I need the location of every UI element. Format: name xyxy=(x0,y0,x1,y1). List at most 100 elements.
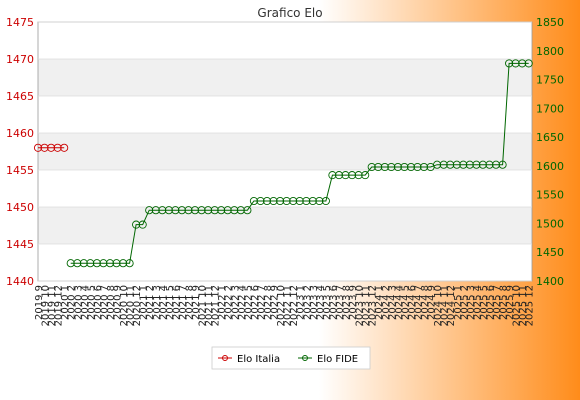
data-point-fide xyxy=(66,259,75,268)
data-point-fide xyxy=(413,162,422,172)
x-tick-label: 2024 10 xyxy=(433,285,444,326)
x-tick-label: 2025 10 xyxy=(512,285,523,326)
x-tick-label: 2021 8 xyxy=(184,285,195,320)
left-tick-label: 1445 xyxy=(6,238,34,251)
data-point-fide xyxy=(151,206,160,215)
x-tick-label: 2021 4 xyxy=(158,285,169,320)
data-point-fide xyxy=(177,206,186,215)
data-point-fide xyxy=(243,206,252,215)
x-tick-label: 2023 2 xyxy=(302,285,313,320)
data-point-fide xyxy=(439,160,448,169)
x-tick-label: 2019 11 xyxy=(47,285,58,326)
x-tick-label: 2020 6 xyxy=(93,285,104,320)
x-tick-label: 2025 5 xyxy=(479,285,490,320)
right-tick-label: 1800 xyxy=(536,45,564,58)
x-tick-label: 2022 5 xyxy=(243,285,254,320)
data-point-fide xyxy=(400,162,409,172)
x-tick-label: 2023 6 xyxy=(328,285,339,320)
data-point-fide xyxy=(158,206,167,215)
data-point-fide xyxy=(328,171,337,180)
x-tick-label: 2022 1 xyxy=(217,285,228,320)
data-point-fide xyxy=(262,196,272,206)
x-tick-label: 2025 3 xyxy=(466,285,477,320)
data-point-fide xyxy=(505,59,514,68)
data-point-fide xyxy=(92,259,101,268)
x-tick-label: 2024 7 xyxy=(413,285,424,320)
data-point-fide xyxy=(217,206,226,215)
data-point-fide xyxy=(472,160,481,169)
x-tick-label: 2023 1 xyxy=(296,285,307,320)
x-tick-label: 2022 11 xyxy=(283,285,294,326)
data-point-fide xyxy=(498,160,507,169)
plot-area xyxy=(37,21,533,282)
data-point-fide xyxy=(236,206,245,215)
x-tick-label: 2023 8 xyxy=(342,285,353,320)
data-point-fide xyxy=(269,196,278,206)
x-tick-label: 2019 10 xyxy=(41,285,52,326)
data-point-fide xyxy=(361,171,370,180)
data-point-fide xyxy=(295,196,304,206)
data-point-fide xyxy=(433,160,442,169)
data-point-fide xyxy=(197,206,206,215)
data-point-fide xyxy=(459,160,468,169)
x-tick-label: 2025 11 xyxy=(518,285,529,326)
gridlines xyxy=(38,21,532,282)
right-tick-label: 1600 xyxy=(536,160,564,173)
data-point-fide xyxy=(452,160,461,169)
data-point-fide xyxy=(256,196,265,206)
data-point-italia xyxy=(40,143,49,152)
data-point-fide xyxy=(249,196,258,206)
data-point-italia xyxy=(60,143,69,152)
x-tick-label: 2024 8 xyxy=(420,285,431,320)
data-point-fide xyxy=(321,196,330,206)
x-tick-label: 2024 1 xyxy=(374,285,385,320)
x-tick-label: 2020 9 xyxy=(113,285,124,320)
x-tick-label: 2022 10 xyxy=(276,285,287,326)
x-tick-label: 2020 12 xyxy=(132,285,143,326)
data-point-fide xyxy=(204,206,213,215)
data-point-fide xyxy=(210,206,219,215)
x-tick-label: 2024 12 xyxy=(446,285,457,326)
plot-band xyxy=(38,133,532,170)
data-point-fide xyxy=(105,259,115,268)
x-tick-label: 2021 12 xyxy=(211,285,222,326)
left-tick-label: 1460 xyxy=(6,127,34,140)
x-tick-label: 2022 2 xyxy=(224,285,235,320)
right-tick-label: 1400 xyxy=(536,275,564,288)
x-tick-label: 2021 2 xyxy=(145,285,156,320)
x-tick-label: 2024 4 xyxy=(394,285,405,320)
x-tick-label: 2023 10 xyxy=(355,285,366,326)
x-tick-label: 2023 9 xyxy=(348,285,359,320)
x-tick-label: 2019 12 xyxy=(54,285,65,326)
right-tick-label: 1550 xyxy=(536,189,564,202)
x-tick-label: 2021 7 xyxy=(178,285,189,320)
x-tick-label: 2025 7 xyxy=(492,285,503,320)
legend-label-fide: Elo FIDE xyxy=(317,354,358,365)
x-tick-label: 2023 11 xyxy=(361,285,372,326)
data-point-fide xyxy=(393,162,402,172)
x-tick-label: 2024 11 xyxy=(440,285,451,326)
data-point-fide xyxy=(138,220,147,229)
x-tick-label: 2024 9 xyxy=(427,285,438,320)
x-tick-label: 2025 12 xyxy=(525,285,536,326)
x-tick-label: 2025 1 xyxy=(453,285,464,320)
x-tick-label: 2022 3 xyxy=(230,285,241,320)
data-point-fide xyxy=(190,206,200,215)
x-tick-label: 2020 4 xyxy=(80,285,91,320)
legend-marker-fide xyxy=(302,355,308,361)
data-point-fide xyxy=(184,206,193,215)
data-point-fide xyxy=(230,206,239,215)
left-tick-label: 1440 xyxy=(6,275,34,288)
data-point-fide xyxy=(518,59,527,68)
x-tick-label: 2020 3 xyxy=(73,285,84,320)
x-tick-label: 2025 9 xyxy=(505,285,516,320)
x-tick-label: 2020 1 xyxy=(60,285,71,320)
x-tick-label: 2023 5 xyxy=(322,285,333,320)
plot-band xyxy=(38,59,532,96)
x-tick-label: 2020 10 xyxy=(119,285,130,326)
x-tick-label: 2024 3 xyxy=(387,285,398,320)
x-tick-label: 2025 6 xyxy=(485,285,496,320)
data-point-fide xyxy=(334,171,344,180)
legend-label-italia: Elo Italia xyxy=(237,354,280,365)
